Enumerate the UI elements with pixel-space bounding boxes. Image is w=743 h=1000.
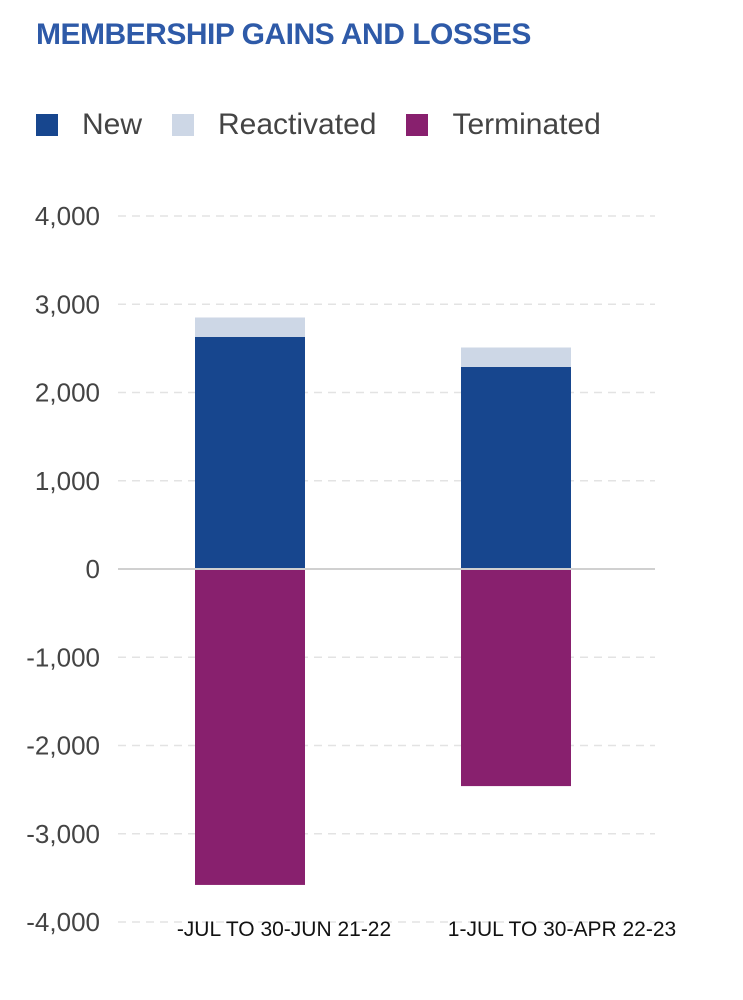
legend-label-terminated: Terminated — [452, 108, 601, 141]
bar-terminated-1 — [195, 569, 305, 885]
legend-item-reactivated: Reactivated — [172, 108, 376, 142]
y-tick-label: 0 — [86, 554, 100, 584]
y-tick-label: -3,000 — [26, 819, 100, 849]
y-axis-ticks: 4,000 3,000 2,000 1,000 0 -1,000 -2,000 -3,000 -… — [26, 201, 100, 937]
legend-swatch-terminated — [406, 114, 429, 136]
legend-swatch-reactivated — [172, 114, 195, 136]
y-tick-label: -2,000 — [26, 731, 100, 761]
bar-reactivated-2 — [461, 347, 571, 367]
y-tick-label: -1,000 — [26, 642, 100, 672]
y-tick-label: 4,000 — [35, 201, 100, 231]
legend-item-terminated: Terminated — [406, 108, 601, 142]
x-category-label: 1-JUL TO 30-APR 22-23 — [448, 918, 676, 941]
bar-terminated-2 — [461, 569, 571, 787]
legend-item-new: New — [36, 108, 142, 142]
chart-title: MEMBERSHIP GAINS AND LOSSES — [36, 18, 531, 51]
legend-swatch-new — [36, 114, 58, 136]
bar-reactivated-1 — [195, 317, 305, 337]
y-tick-label: 2,000 — [35, 378, 100, 408]
bar-new-1 — [195, 336, 305, 569]
legend-label-new: New — [82, 108, 143, 141]
y-tick-label: -4,000 — [26, 907, 100, 937]
legend-label-reactivated: Reactivated — [218, 108, 377, 141]
bars — [195, 317, 571, 885]
x-category-label: -JUL TO 30-JUN 21-22 — [177, 918, 391, 941]
x-axis-labels: -JUL TO 30-JUN 21-22 1-JUL TO 30-APR 22-2… — [177, 918, 676, 941]
bar-new-2 — [461, 366, 571, 569]
legend: New Reactivated Terminated — [36, 108, 631, 142]
y-tick-label: 1,000 — [35, 466, 100, 496]
y-tick-label: 3,000 — [35, 289, 100, 319]
